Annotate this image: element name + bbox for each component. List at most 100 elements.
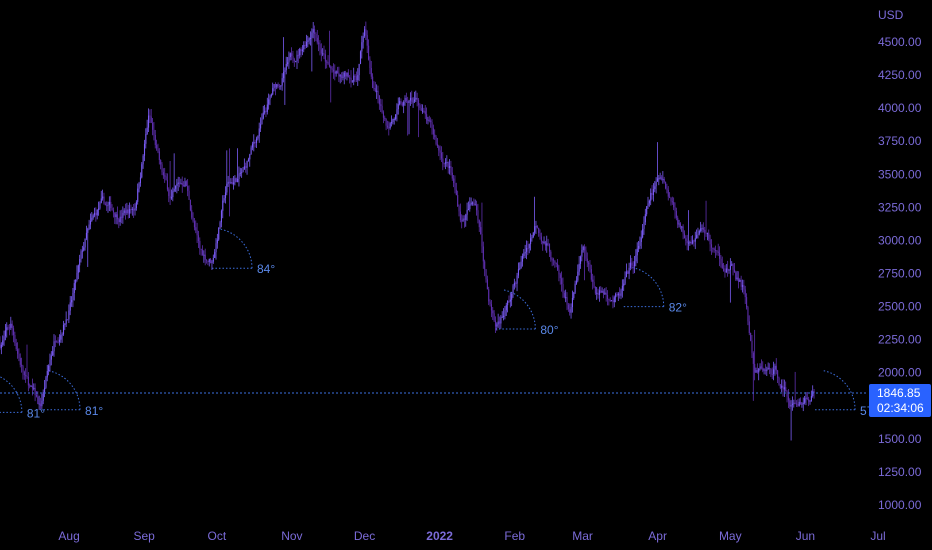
candle-body <box>724 271 726 273</box>
candle-body <box>285 63 287 71</box>
time-axis[interactable]: Aug Sep Oct Nov Dec 2022 Feb Mar Apr May Jun Jul <box>58 529 885 543</box>
candle-body <box>322 53 324 55</box>
candle-body <box>509 299 511 302</box>
candle-body <box>395 114 397 120</box>
candle-body <box>380 104 382 106</box>
candle-body <box>743 285 745 290</box>
candle-body <box>22 366 24 372</box>
candle-body <box>312 29 314 33</box>
candle-body <box>682 226 684 234</box>
candle-body <box>628 267 630 274</box>
candle-body <box>580 256 582 264</box>
candles-layer <box>0 21 815 441</box>
candle-body <box>474 204 476 206</box>
candle-body <box>648 200 650 204</box>
candle-body <box>334 71 336 74</box>
candle-body <box>123 210 125 213</box>
angle-arc <box>630 266 665 307</box>
candle-body <box>142 155 144 165</box>
candle-body <box>218 227 220 240</box>
candle-body <box>640 237 642 242</box>
candle-body <box>616 294 618 296</box>
candle-body <box>17 349 19 354</box>
candle-body <box>125 210 127 214</box>
candle-body <box>358 63 360 76</box>
x-tick-label: Apr <box>648 529 667 543</box>
candle-body <box>107 204 109 206</box>
candle-body <box>503 315 505 317</box>
candle-body <box>692 240 694 244</box>
candle-body <box>647 203 649 207</box>
candle-body <box>477 210 479 221</box>
candle-body <box>382 112 384 118</box>
candle-body <box>257 136 259 139</box>
candle-body <box>562 284 564 293</box>
candle-body <box>199 240 201 249</box>
candle-body <box>91 217 93 222</box>
candle-body <box>146 127 148 135</box>
candle-body <box>392 119 394 123</box>
candle-body <box>154 134 156 145</box>
candle-body <box>473 202 475 205</box>
candle-body <box>391 122 393 124</box>
candle-body <box>419 105 421 109</box>
candle-body <box>764 369 767 372</box>
candle-body <box>4 330 6 337</box>
candle-body <box>453 178 455 183</box>
candle-body <box>25 375 27 377</box>
candle-body <box>488 289 490 302</box>
candle-body <box>584 246 586 251</box>
candle-body <box>60 335 62 340</box>
candle-body <box>578 263 580 272</box>
candle-body <box>42 392 44 401</box>
candle-body <box>71 300 73 303</box>
candle-body <box>224 192 227 199</box>
candle-body <box>173 188 175 192</box>
candle-body <box>636 248 638 256</box>
candle-body <box>54 341 56 343</box>
candle-body <box>250 147 252 155</box>
candle-body <box>527 248 529 250</box>
candle-body <box>210 258 212 264</box>
candle-body <box>180 183 182 185</box>
candle-body <box>561 278 563 285</box>
candle-body <box>273 84 275 89</box>
candle-body <box>436 144 438 147</box>
candle-body <box>794 402 796 404</box>
candle-body <box>212 257 214 262</box>
price-axis[interactable]: USD 4500.00 4250.00 4000.00 3750.00 3500.00 3… <box>878 8 922 512</box>
candle-body <box>359 51 362 64</box>
candle-body <box>2 340 4 345</box>
candle-body <box>281 78 283 86</box>
candle-body <box>129 208 131 214</box>
candle-body <box>35 394 38 397</box>
candle-body <box>748 321 750 333</box>
candle-body <box>87 229 89 233</box>
candle-body <box>89 221 92 225</box>
candle-body <box>50 355 52 360</box>
candle-body <box>220 210 222 223</box>
candle-body <box>62 324 65 335</box>
candle-body <box>10 323 12 328</box>
candle-body <box>526 248 528 252</box>
candle-body <box>719 252 721 259</box>
candle-body <box>181 183 183 185</box>
candle-body <box>177 182 179 184</box>
candle-body <box>725 268 727 273</box>
y-tick-label: 2250.00 <box>878 333 922 347</box>
candle-body <box>608 299 610 301</box>
candle-body <box>650 192 652 201</box>
candle-body <box>708 232 710 240</box>
candle-body <box>40 403 42 407</box>
candle-body <box>712 247 714 249</box>
candle-body <box>21 364 23 367</box>
candle-body <box>499 321 501 324</box>
candle-body <box>534 226 536 233</box>
candle-body <box>508 300 510 302</box>
candle-body <box>149 115 151 117</box>
candle-body <box>778 377 780 385</box>
x-tick-label: Jun <box>796 529 815 543</box>
candle-body <box>374 88 376 92</box>
candle-body <box>200 248 202 250</box>
